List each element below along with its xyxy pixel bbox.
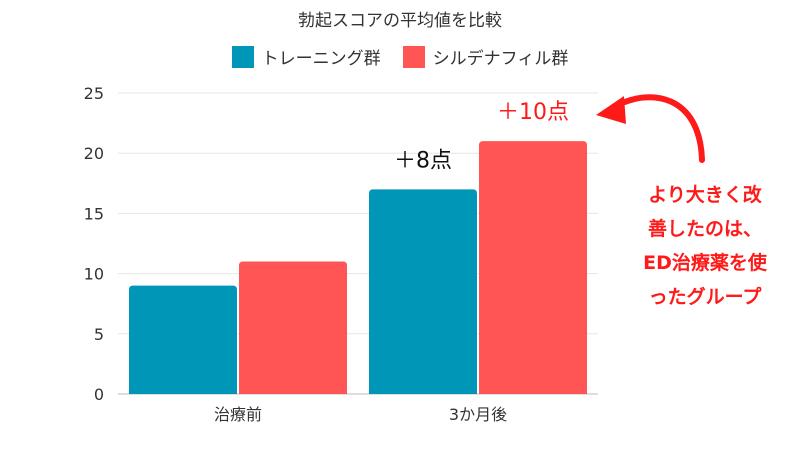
y-tick-label: 0: [94, 385, 104, 404]
x-tick-label: 3か月後: [449, 405, 507, 424]
legend-label-training: トレーニング群: [261, 49, 381, 69]
legend-swatch-sildenafil: [402, 45, 425, 68]
annotation-line: より大きく改: [648, 184, 762, 206]
annotation-line: ったグループ: [648, 286, 762, 308]
data-label: ＋10点: [497, 100, 569, 125]
bar: [479, 141, 587, 394]
y-tick-label: 15: [84, 204, 104, 223]
data-label: ＋8点: [394, 148, 452, 173]
legend-swatch-training: [231, 45, 254, 68]
annotation-text: より大きく改 善したのは、 ED治療薬を使 ったグループ: [610, 178, 800, 314]
y-tick-label: 20: [84, 144, 104, 163]
legend-item-sildenafil: シルデナフィル群: [402, 44, 569, 69]
chart-title: 勃起スコアの平均値を比較: [298, 11, 502, 31]
legend-item-training: トレーニング群: [231, 44, 381, 69]
annotation-line: ED治療薬を使: [643, 252, 767, 274]
chart-legend: トレーニング群 シルデナフィル群: [0, 44, 800, 69]
bar: [129, 285, 237, 394]
y-tick-label: 25: [84, 84, 104, 103]
y-tick-label: 5: [94, 325, 104, 344]
annotation-line: 善したのは、: [647, 218, 762, 240]
annotation-arrowhead-icon: [596, 96, 626, 124]
annotation-arrow-icon: [609, 94, 705, 163]
x-tick-label: 治療前: [214, 405, 262, 424]
y-tick-label: 10: [84, 265, 104, 284]
bar: [369, 189, 477, 394]
legend-label-sildenafil: シルデナフィル群: [432, 49, 569, 69]
bar: [239, 261, 347, 394]
